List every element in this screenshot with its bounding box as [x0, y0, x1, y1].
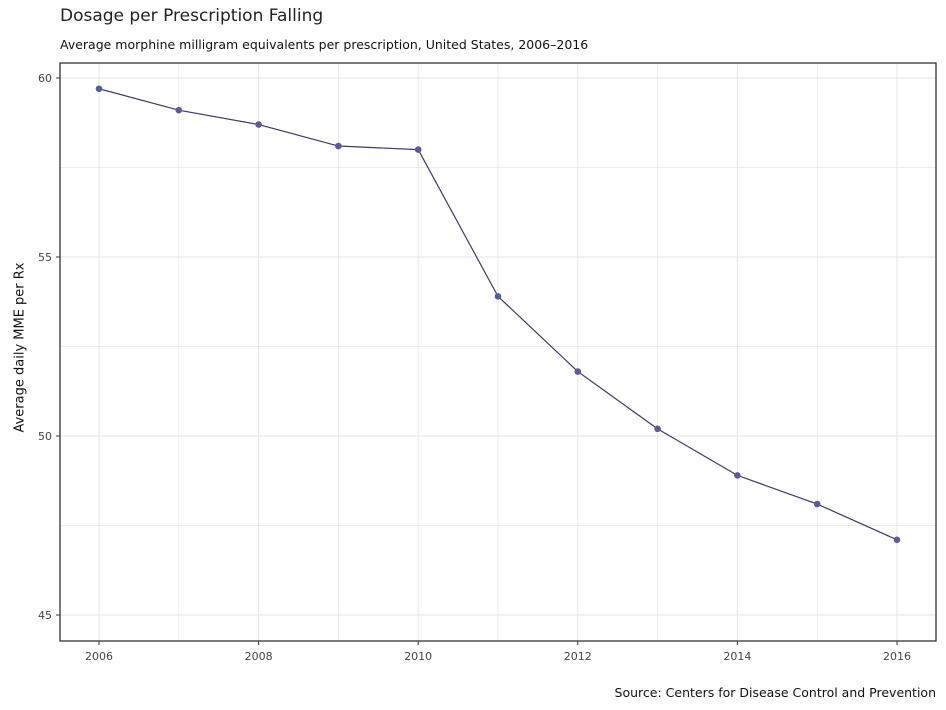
y-tick-label: 45: [38, 609, 52, 622]
data-point: [813, 500, 821, 508]
data-point: [893, 536, 901, 544]
data-point: [414, 146, 422, 153]
data-point: [494, 293, 502, 300]
data-point: [574, 368, 582, 375]
data-point: [255, 121, 262, 128]
x-tick-label: 2016: [883, 650, 911, 663]
y-tick-label: 60: [38, 72, 52, 85]
data-point: [654, 425, 661, 433]
data-point: [734, 472, 741, 479]
y-tick-label: 55: [38, 251, 52, 264]
x-tick-label: 2014: [723, 650, 751, 663]
source-caption: Source: Centers for Disease Control and …: [614, 685, 936, 700]
chart-subtitle: Average morphine milligram equivalents p…: [60, 37, 589, 52]
data-point: [175, 106, 183, 114]
data-point: [95, 85, 103, 93]
x-tick-label: 2010: [404, 650, 432, 663]
y-tick-label: 50: [38, 430, 52, 443]
plot-panel: [59, 62, 937, 642]
chart-title: Dosage per Prescription Falling: [60, 6, 324, 26]
x-tick-label: 2008: [245, 650, 273, 663]
x-tick-label: 2006: [85, 650, 113, 663]
x-tick-label: 2012: [564, 650, 592, 663]
data-point: [335, 142, 342, 150]
